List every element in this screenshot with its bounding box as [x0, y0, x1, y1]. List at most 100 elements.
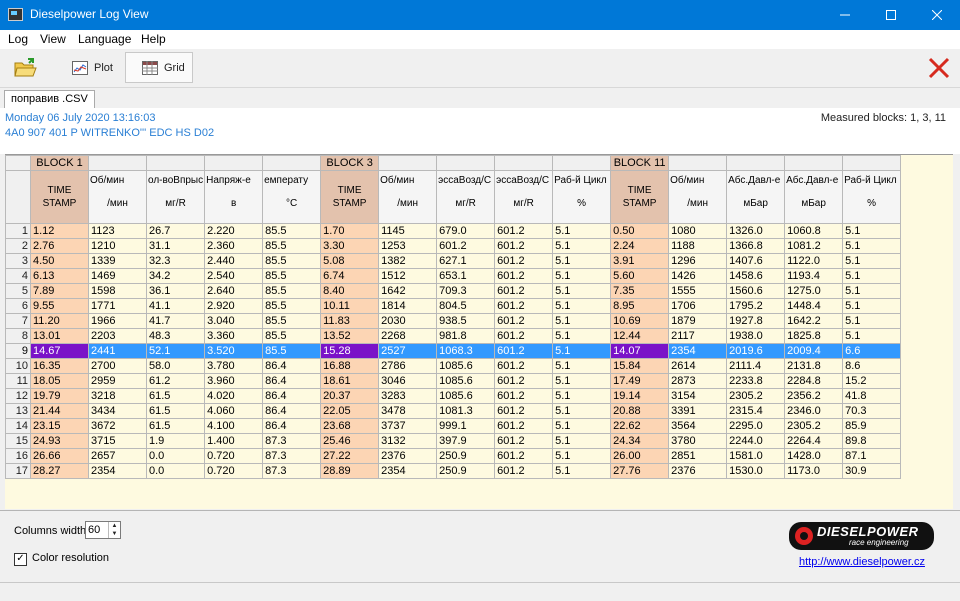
data-cell[interactable]: 2.640	[204, 283, 264, 299]
data-cell[interactable]: 3564	[668, 418, 728, 434]
data-cell[interactable]: 2356.2	[784, 388, 844, 404]
timestamp-cell[interactable]: 4.50	[30, 253, 89, 269]
data-cell[interactable]: 601.2	[494, 448, 554, 464]
data-cell[interactable]: 85.5	[262, 253, 322, 269]
data-cell[interactable]: 1.9	[145, 433, 206, 449]
data-cell[interactable]: 1193.4	[784, 268, 844, 284]
timestamp-cell[interactable]: 23.68	[320, 418, 380, 434]
data-cell[interactable]: 3283	[378, 388, 438, 404]
row-number[interactable]: 2	[5, 238, 31, 254]
timestamp-cell[interactable]: 20.88	[610, 403, 670, 419]
data-cell[interactable]: 601.2	[494, 433, 554, 449]
data-cell[interactable]: 1706	[668, 298, 728, 314]
table-row[interactable]: 2 2.76 1210 31.1 2.360 85.5 3.30 1253 601.2 601.2…	[5, 238, 902, 254]
data-cell[interactable]: 3.360	[204, 328, 264, 344]
data-cell[interactable]: 5.1	[552, 328, 612, 344]
data-cell[interactable]: 1458.6	[726, 268, 786, 284]
timestamp-cell[interactable]: 24.34	[610, 433, 670, 449]
data-cell[interactable]: 2376	[668, 463, 728, 479]
table-row[interactable]: 15 24.93 3715 1.9 1.400 87.3 25.46 3132 397.9 601…	[5, 433, 902, 449]
data-cell[interactable]: 2441	[88, 343, 147, 359]
data-cell[interactable]: 1275.0	[784, 283, 844, 299]
data-cell[interactable]: 1296	[668, 253, 728, 269]
data-cell[interactable]: 5.1	[552, 313, 612, 329]
data-cell[interactable]: 1555	[668, 283, 728, 299]
data-cell[interactable]: 4.060	[204, 403, 264, 419]
timestamp-cell[interactable]: 1.12	[30, 223, 89, 239]
data-cell[interactable]: 601.2	[494, 223, 554, 239]
data-cell[interactable]: 2700	[88, 358, 147, 374]
data-cell[interactable]: 601.2	[494, 283, 554, 299]
table-row[interactable]: 13 21.44 3434 61.5 4.060 86.4 22.05 3478 1081.3 6…	[5, 403, 902, 419]
data-cell[interactable]: 0.720	[204, 463, 264, 479]
data-cell[interactable]: 2.440	[204, 253, 264, 269]
data-cell[interactable]: 5.1	[842, 223, 902, 239]
data-cell[interactable]: 601.2	[494, 403, 554, 419]
table-row[interactable]: 14 23.15 3672 61.5 4.100 86.4 23.68 3737 999.1 60…	[5, 418, 902, 434]
data-cell[interactable]: 3046	[378, 373, 438, 389]
data-cell[interactable]: 2614	[668, 358, 728, 374]
data-cell[interactable]: 1426	[668, 268, 728, 284]
data-cell[interactable]: 1173.0	[784, 463, 844, 479]
row-number[interactable]: 12	[5, 388, 31, 404]
timestamp-cell[interactable]: 13.52	[320, 328, 380, 344]
data-cell[interactable]: 1795.2	[726, 298, 786, 314]
timestamp-cell[interactable]: 16.35	[30, 358, 89, 374]
data-cell[interactable]: 653.1	[436, 268, 496, 284]
data-cell[interactable]: 2305.2	[784, 418, 844, 434]
data-cell[interactable]: 31.1	[145, 238, 206, 254]
data-cell[interactable]: 5.1	[552, 433, 612, 449]
data-cell[interactable]: 3.780	[204, 358, 264, 374]
data-cell[interactable]: 61.2	[145, 373, 206, 389]
table-row[interactable]: 12 19.79 3218 61.5 4.020 86.4 20.37 3283 1085.6 6…	[5, 388, 902, 404]
data-cell[interactable]: 85.5	[262, 343, 322, 359]
timestamp-cell[interactable]: 7.89	[30, 283, 89, 299]
data-cell[interactable]: 2268	[378, 328, 438, 344]
data-cell[interactable]: 86.4	[262, 388, 322, 404]
data-cell[interactable]: 2203	[88, 328, 147, 344]
timestamp-cell[interactable]: 3.91	[610, 253, 670, 269]
column-header[interactable]: Абс.Давл-е мБар	[726, 170, 786, 224]
data-cell[interactable]: 0.720	[204, 448, 264, 464]
table-row[interactable]: 9 14.67 2441 52.1 3.520 85.5 15.28 2527 1068.3 60…	[5, 343, 902, 359]
data-cell[interactable]: 1879	[668, 313, 728, 329]
data-cell[interactable]: 1081.3	[436, 403, 496, 419]
data-cell[interactable]: 2019.6	[726, 343, 786, 359]
data-cell[interactable]: 2346.0	[784, 403, 844, 419]
timestamp-cell[interactable]: 8.40	[320, 283, 380, 299]
timestamp-header[interactable]: TIME STAMP	[610, 170, 670, 224]
file-tab[interactable]: поправив .CSV	[4, 90, 95, 109]
data-cell[interactable]: 41.1	[145, 298, 206, 314]
data-cell[interactable]: 601.2	[494, 418, 554, 434]
data-cell[interactable]: 2295.0	[726, 418, 786, 434]
data-cell[interactable]: 3391	[668, 403, 728, 419]
data-cell[interactable]: 804.5	[436, 298, 496, 314]
data-cell[interactable]: 61.5	[145, 388, 206, 404]
data-cell[interactable]: 709.3	[436, 283, 496, 299]
data-cell[interactable]: 89.8	[842, 433, 902, 449]
timestamp-cell[interactable]: 23.15	[30, 418, 89, 434]
data-cell[interactable]: 5.1	[552, 358, 612, 374]
timestamp-cell[interactable]: 26.66	[30, 448, 89, 464]
table-row[interactable]: 11 18.05 2959 61.2 3.960 86.4 18.61 3046 1085.6 6…	[5, 373, 902, 389]
data-cell[interactable]: 2.360	[204, 238, 264, 254]
data-cell[interactable]: 601.2	[494, 298, 554, 314]
table-row[interactable]: 1 1.12 1123 26.7 2.220 85.5 1.70 1145 679.0 601.2…	[5, 223, 902, 239]
timestamp-cell[interactable]: 18.61	[320, 373, 380, 389]
data-cell[interactable]: 3.520	[204, 343, 264, 359]
data-cell[interactable]: 250.9	[436, 448, 496, 464]
data-cell[interactable]: 85.5	[262, 268, 322, 284]
data-cell[interactable]: 2.220	[204, 223, 264, 239]
data-cell[interactable]: 87.3	[262, 448, 322, 464]
data-cell[interactable]: 3478	[378, 403, 438, 419]
data-cell[interactable]: 250.9	[436, 463, 496, 479]
data-cell[interactable]: 2111.4	[726, 358, 786, 374]
data-cell[interactable]: 30.9	[842, 463, 902, 479]
timestamp-cell[interactable]: 27.76	[610, 463, 670, 479]
stepper-up-icon[interactable]: ▲	[111, 523, 118, 529]
timestamp-header[interactable]: TIME STAMP	[320, 170, 380, 224]
timestamp-cell[interactable]: 18.05	[30, 373, 89, 389]
data-cell[interactable]: 48.3	[145, 328, 206, 344]
timestamp-cell[interactable]: 6.74	[320, 268, 380, 284]
timestamp-cell[interactable]: 22.62	[610, 418, 670, 434]
